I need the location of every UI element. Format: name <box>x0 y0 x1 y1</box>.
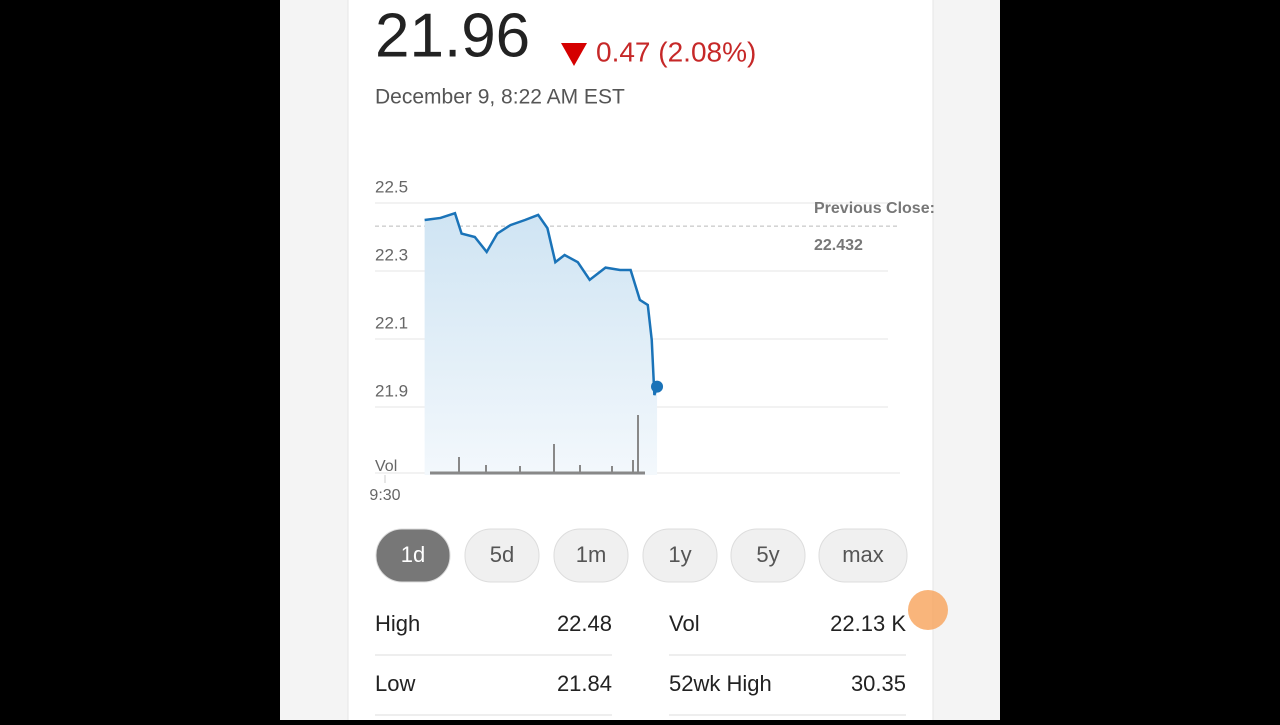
stat-value: 22.13 K <box>830 611 906 636</box>
range-button[interactable] <box>818 528 908 583</box>
stat-label: High <box>375 611 420 636</box>
range-button[interactable] <box>730 528 806 583</box>
previous-close-value: 22.432 <box>814 237 863 254</box>
y-tick-label: 22.1 <box>375 313 408 332</box>
timestamp: December 9, 8:22 AM EST <box>375 86 625 109</box>
last-point <box>651 380 664 393</box>
stat-value: 22.48 <box>557 611 612 636</box>
change: 0.47 (2.08%) <box>596 36 756 67</box>
volume-bars <box>430 415 645 475</box>
y-tick-label: 22.5 <box>375 177 408 196</box>
range-label[interactable]: 1d <box>401 542 425 567</box>
y-tick-label: 22.3 <box>375 245 408 264</box>
price-line <box>424 211 659 396</box>
down-arrow <box>561 43 587 66</box>
x-tick-label: 9:30 <box>369 487 400 504</box>
range-button[interactable] <box>464 528 540 583</box>
range-label[interactable]: 5y <box>756 542 779 567</box>
stats: High 22.48 Vol 22.13 K Low 21.84 52wk High 30.3… <box>375 611 906 716</box>
range-buttons: 1d 5d 1m 1y 5y max <box>375 528 908 583</box>
range-label[interactable]: 5d <box>490 542 514 567</box>
price: 21.96 <box>375 1 530 70</box>
stat-value: 30.35 <box>851 671 906 696</box>
range-button[interactable] <box>553 528 629 583</box>
previous-close-label: Previous Close: <box>814 200 935 217</box>
price-area <box>424 213 658 475</box>
stat-label: 52wk High <box>669 671 772 696</box>
range-label[interactable]: 1y <box>668 542 691 567</box>
y-tick-label: 21.9 <box>375 381 408 400</box>
chart: 22.5 22.3 22.1 21.9 9:30 Vol Previous Close: 22… <box>369 177 935 504</box>
range-button[interactable] <box>642 528 718 583</box>
floating-button[interactable] <box>908 590 948 630</box>
stat-label: Low <box>375 671 415 696</box>
range-button[interactable] <box>375 528 451 583</box>
stat-label: Vol <box>669 611 700 636</box>
volume-label: Vol <box>375 458 397 475</box>
range-label[interactable]: 1m <box>576 542 607 567</box>
stat-value: 21.84 <box>557 671 612 696</box>
range-label[interactable]: max <box>842 542 884 567</box>
